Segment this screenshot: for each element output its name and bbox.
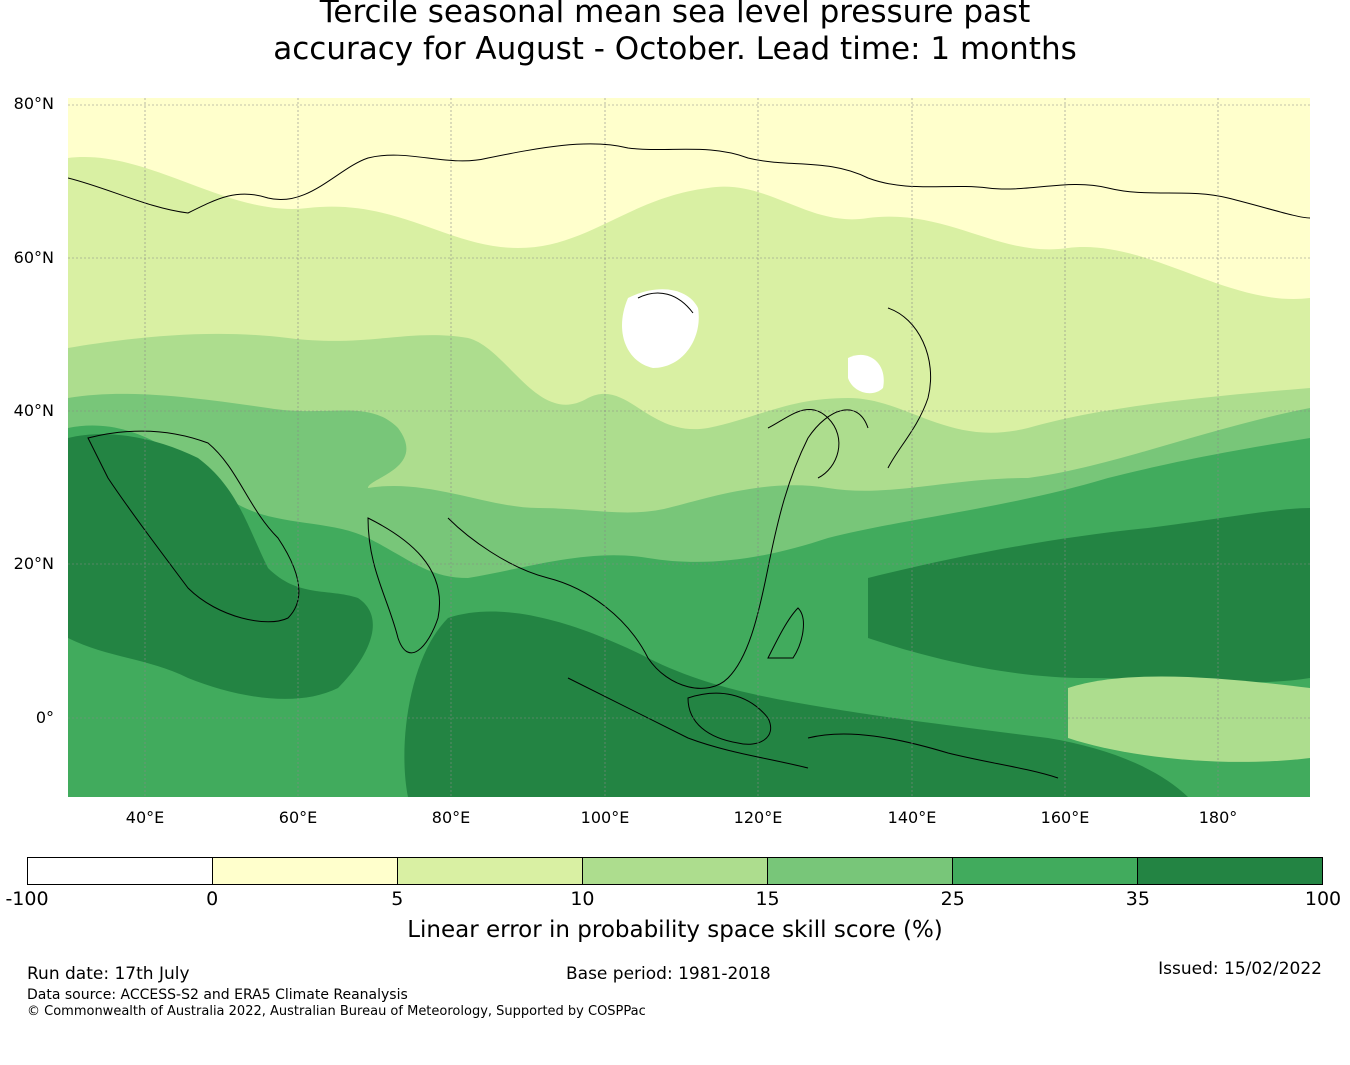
colorbar-tick-label: 100 [1304, 888, 1342, 910]
colorbar-tick-label: 25 [940, 888, 965, 910]
colorbar-segment [28, 858, 213, 884]
colorbar-tick-label: -100 [5, 888, 49, 910]
coastlines [68, 143, 1310, 779]
region-25-35 [68, 425, 1310, 797]
region-negative-2 [848, 354, 884, 394]
region-equatorial-patch [1068, 676, 1310, 762]
map-title: Tercile seasonal mean sea level pressure… [0, 0, 1350, 68]
lon-label-40e: 40°E [125, 808, 165, 827]
lon-label-120e: 120°E [733, 808, 783, 827]
colorbar-segment [213, 858, 398, 884]
colorbar-tick-label: 5 [391, 888, 404, 910]
graticule [68, 98, 1310, 797]
lon-label-80e: 80°E [431, 808, 471, 827]
colorbar-tick-label: 15 [755, 888, 780, 910]
lon-label-160e: 160°E [1040, 808, 1090, 827]
lat-label-40n: 40°N [13, 401, 54, 420]
colorbar-tick-label: 0 [206, 888, 219, 910]
colorbar-tick-label: 35 [1125, 888, 1150, 910]
colorbar [27, 857, 1323, 885]
copyright: © Commonwealth of Australia 2022, Austra… [27, 1004, 646, 1019]
region-negative [622, 289, 699, 368]
base-period: Base period: 1981-2018 [566, 964, 771, 984]
map-svg [68, 98, 1310, 797]
colorbar-label: Linear error in probability space skill … [407, 917, 943, 943]
region-35-100-arabia [68, 434, 373, 699]
lat-label-0: 0° [35, 708, 54, 727]
lat-label-20n: 20°N [13, 554, 54, 573]
data-source: Data source: ACCESS-S2 and ERA5 Climate … [27, 987, 408, 1003]
colorbar-segment [1138, 858, 1322, 884]
region-35-100-indian-ocean [404, 611, 1188, 797]
lat-label-80n: 80°N [13, 94, 54, 113]
lon-label-180: 180° [1198, 808, 1238, 827]
run-date: Run date: 17th July [27, 964, 190, 984]
colorbar-segment [768, 858, 953, 884]
lat-label-60n: 60°N [13, 248, 54, 267]
title-line-1: Tercile seasonal mean sea level pressure… [319, 0, 1031, 30]
colorbar-tick-label: 10 [570, 888, 595, 910]
colorbar-segment [953, 858, 1138, 884]
lon-label-140e: 140°E [887, 808, 937, 827]
skill-score-map [68, 98, 1310, 797]
title-line-2: accuracy for August - October. Lead time… [273, 31, 1077, 67]
region-35-100-pacific [868, 508, 1310, 683]
lon-label-60e: 60°E [278, 808, 318, 827]
colorbar-segment [398, 858, 583, 884]
lon-label-100e: 100°E [580, 808, 630, 827]
colorbar-segment [583, 858, 768, 884]
issued-date: Issued: 15/02/2022 [1158, 959, 1322, 979]
